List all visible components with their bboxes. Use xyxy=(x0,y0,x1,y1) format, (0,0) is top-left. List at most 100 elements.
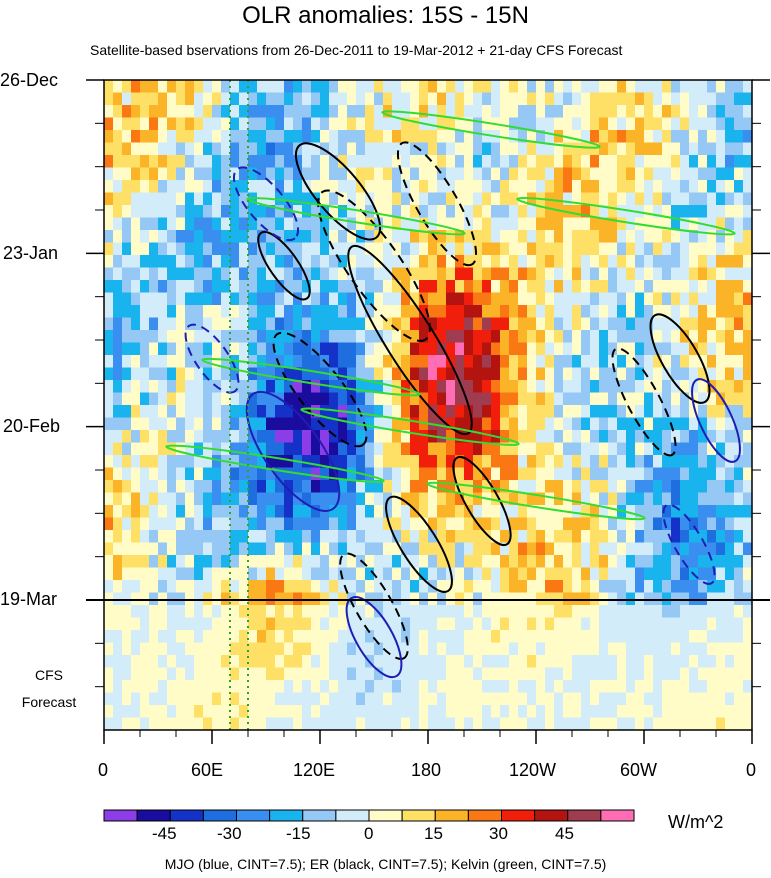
heat-cell xyxy=(131,455,141,468)
heat-cell xyxy=(122,555,132,568)
heat-cell xyxy=(671,105,681,118)
heat-cell xyxy=(572,630,582,643)
heat-cell xyxy=(176,605,186,618)
heat-cell xyxy=(284,205,294,218)
heat-cell xyxy=(689,392,699,406)
heat-cell xyxy=(194,580,204,593)
heat-cell xyxy=(599,655,609,668)
heat-cell xyxy=(437,392,447,406)
heat-cell xyxy=(455,630,465,643)
heat-cell xyxy=(374,667,384,681)
heat-cell xyxy=(725,630,735,643)
heat-cell xyxy=(608,230,618,243)
heat-cell xyxy=(320,542,330,556)
mjo-contour xyxy=(662,503,716,585)
heat-cell xyxy=(518,167,528,181)
heat-cell xyxy=(365,630,375,643)
heat-cell xyxy=(257,267,267,281)
heat-cell xyxy=(635,355,645,368)
heat-cell xyxy=(698,305,708,318)
heat-cell xyxy=(626,455,636,468)
heat-cell xyxy=(500,580,510,593)
heat-cell xyxy=(374,467,384,481)
heat-cell xyxy=(293,230,303,243)
heat-cell xyxy=(221,292,231,306)
heat-cell xyxy=(194,655,204,668)
heat-cell xyxy=(635,705,645,718)
heat-cell xyxy=(338,217,348,231)
heat-cell xyxy=(572,342,582,356)
heat-cell xyxy=(158,517,168,531)
heat-cell xyxy=(392,417,402,431)
heat-cell xyxy=(140,505,150,518)
heat-cell xyxy=(320,530,330,543)
heat-cell xyxy=(212,705,222,718)
heat-cell xyxy=(698,80,708,93)
heat-cell xyxy=(266,267,276,281)
heat-cell xyxy=(338,130,348,143)
heat-cell xyxy=(149,555,159,568)
heat-cell xyxy=(311,155,321,168)
heat-cell xyxy=(158,280,168,293)
heat-cell xyxy=(392,130,402,143)
heat-cell xyxy=(140,242,150,256)
heat-cell xyxy=(401,167,411,181)
heat-cell xyxy=(185,617,195,631)
heat-cell xyxy=(194,130,204,143)
heat-cell xyxy=(734,355,744,368)
heat-cell xyxy=(725,355,735,368)
heat-cell xyxy=(599,305,609,318)
heat-cell xyxy=(716,655,726,668)
heat-cell xyxy=(176,430,186,443)
heat-cell xyxy=(518,655,528,668)
heat-cell xyxy=(392,280,402,293)
heat-cell xyxy=(293,630,303,643)
heat-cell xyxy=(320,480,330,493)
heat-cell xyxy=(725,205,735,218)
heat-cell xyxy=(482,267,492,281)
heat-cell xyxy=(599,567,609,581)
heat-cell xyxy=(239,167,249,181)
heat-cell xyxy=(248,542,258,556)
heat-cell xyxy=(671,630,681,643)
heat-cell xyxy=(257,505,267,518)
heat-cell xyxy=(563,392,573,406)
heat-cell xyxy=(401,205,411,218)
heat-cell xyxy=(599,130,609,143)
heat-cell xyxy=(482,205,492,218)
heat-cell xyxy=(392,117,402,131)
heat-cell xyxy=(680,605,690,618)
heat-cell xyxy=(608,630,618,643)
heat-cell xyxy=(509,417,519,431)
heat-cell xyxy=(239,492,249,506)
heat-cell xyxy=(446,617,456,631)
heat-cell xyxy=(203,467,213,481)
heat-cell xyxy=(743,80,753,93)
heat-cell xyxy=(662,480,672,493)
heat-cell xyxy=(599,455,609,468)
heat-cell xyxy=(689,242,699,256)
heat-cell xyxy=(500,630,510,643)
heat-cell xyxy=(167,342,177,356)
heat-cell xyxy=(599,505,609,518)
heat-cell xyxy=(707,567,717,581)
heat-cell xyxy=(149,455,159,468)
heat-cell xyxy=(284,592,294,606)
contour-legend-note: MJO (blue, CINT=7.5); ER (black, CINT=7.… xyxy=(164,856,607,872)
heat-cell xyxy=(680,255,690,268)
heat-cell xyxy=(167,280,177,293)
heat-cell xyxy=(221,605,231,618)
heat-cell xyxy=(545,517,555,531)
heat-cell xyxy=(527,467,537,481)
heat-cell xyxy=(338,580,348,593)
heat-cell xyxy=(554,417,564,431)
heat-cell xyxy=(563,155,573,168)
heat-cell xyxy=(230,92,240,106)
heat-cell xyxy=(311,680,321,693)
heat-cell xyxy=(392,292,402,306)
heat-cell xyxy=(446,680,456,693)
heat-cell xyxy=(455,692,465,706)
heat-cell xyxy=(293,592,303,606)
heat-cell xyxy=(239,230,249,243)
heat-cell xyxy=(662,417,672,431)
